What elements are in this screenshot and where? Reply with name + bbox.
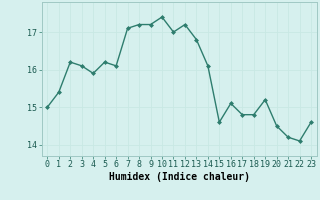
X-axis label: Humidex (Indice chaleur): Humidex (Indice chaleur): [109, 172, 250, 182]
